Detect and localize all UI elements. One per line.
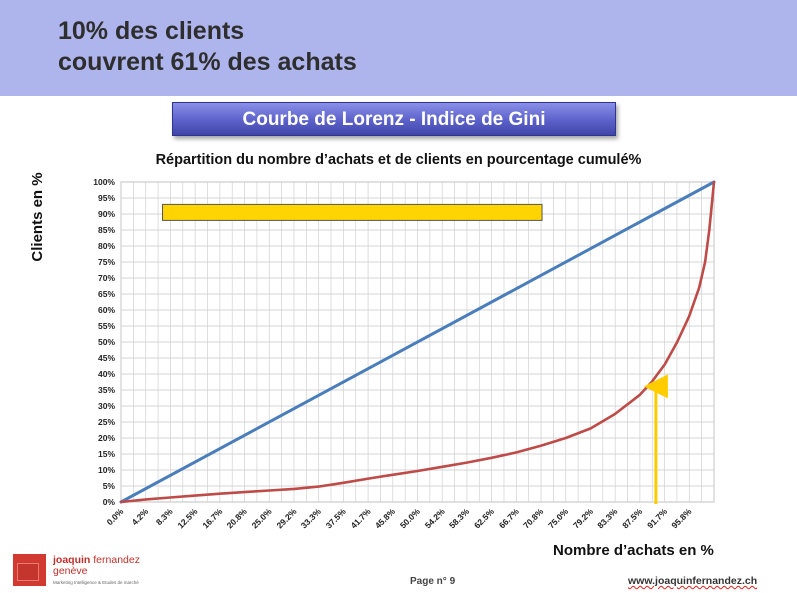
logo-mark <box>17 563 39 581</box>
y-tick-label: 20% <box>98 433 115 443</box>
x-tick-label: 16.7% <box>200 506 224 530</box>
logo-name-last: fernandez <box>90 554 140 566</box>
x-tick-label: 50.0% <box>398 506 422 530</box>
x-tick-label: 58.3% <box>447 506 471 530</box>
y-axis-label: Clients en % <box>29 172 46 262</box>
y-tick-label: 100% <box>93 177 115 187</box>
x-tick-label: 0.0% <box>105 506 126 527</box>
y-tick-label: 50% <box>98 337 115 347</box>
logo-tagline: Marketing Intelligence & Etudes de march… <box>53 580 139 585</box>
y-tick-label: 55% <box>98 321 115 331</box>
y-tick-label: 95% <box>98 193 115 203</box>
y-tick-label: 25% <box>98 417 115 427</box>
y-tick-label: 40% <box>98 369 115 379</box>
x-tick-label: 75.0% <box>546 506 570 530</box>
x-tick-label: 33.3% <box>299 506 323 530</box>
page-number: Page n° 9 <box>410 576 456 587</box>
x-tick-label: 62.5% <box>472 506 496 530</box>
x-tick-label: 79.2% <box>571 506 595 530</box>
chart-title: Répartition du nombre d’achats et de cli… <box>155 152 642 168</box>
y-tick-label: 10% <box>98 465 115 475</box>
y-tick-label: 65% <box>98 289 115 299</box>
x-axis-label: Nombre d’achats en % <box>553 542 714 559</box>
x-tick-label: 83.3% <box>595 506 619 530</box>
x-tick-label: 20.8% <box>225 506 249 530</box>
x-tick-label: 12.5% <box>175 506 199 530</box>
highlight-box <box>162 203 543 221</box>
equality-line <box>119 180 716 504</box>
x-tick-label: 70.8% <box>521 506 545 530</box>
x-tick-label: 37.5% <box>324 506 348 530</box>
logo-city: genève <box>53 565 88 577</box>
x-tick-label: 25.0% <box>250 506 274 530</box>
slide-title-line-2: couvrent 61% des achats <box>58 48 357 76</box>
y-tick-label: 15% <box>98 449 115 459</box>
slide-title-line-1: 10% des clients <box>58 17 245 45</box>
x-tick-label: 8.3% <box>154 506 175 527</box>
website-link[interactable]: www.joaquinfernandez.ch <box>628 575 758 587</box>
slide-header: 10% des clients couvrent 61% des achats <box>0 0 797 96</box>
y-tick-label: 45% <box>98 353 115 363</box>
x-tick-label: 29.2% <box>274 506 298 530</box>
logo-name: joaquin fernandez genève <box>53 555 140 577</box>
y-tick-label: 30% <box>98 401 115 411</box>
x-tick-label: 54.2% <box>423 506 447 530</box>
x-tick-label: 87.5% <box>620 506 644 530</box>
lorenz-curve <box>119 180 716 504</box>
y-tick-label: 0% <box>103 497 116 507</box>
y-tick-label: 70% <box>98 273 115 283</box>
y-tick-label: 60% <box>98 305 115 315</box>
x-tick-label: 95.8% <box>669 506 693 530</box>
section-banner: Courbe de Lorenz - Indice de Gini <box>172 102 616 136</box>
x-tick-label: 4.2% <box>130 506 151 527</box>
x-tick-label: 91.7% <box>645 506 669 530</box>
x-tick-label: 66.7% <box>497 506 521 530</box>
y-tick-label: 75% <box>98 257 115 267</box>
logo-name-first: joaquin <box>53 554 91 566</box>
y-tick-label: 80% <box>98 241 115 251</box>
x-tick-label: 45.8% <box>373 506 397 530</box>
x-tick-label: 41.7% <box>349 506 373 530</box>
y-tick-label: 90% <box>98 209 115 219</box>
y-tick-label: 5% <box>103 481 116 491</box>
y-tick-label: 35% <box>98 385 115 395</box>
y-tick-label: 85% <box>98 225 115 235</box>
